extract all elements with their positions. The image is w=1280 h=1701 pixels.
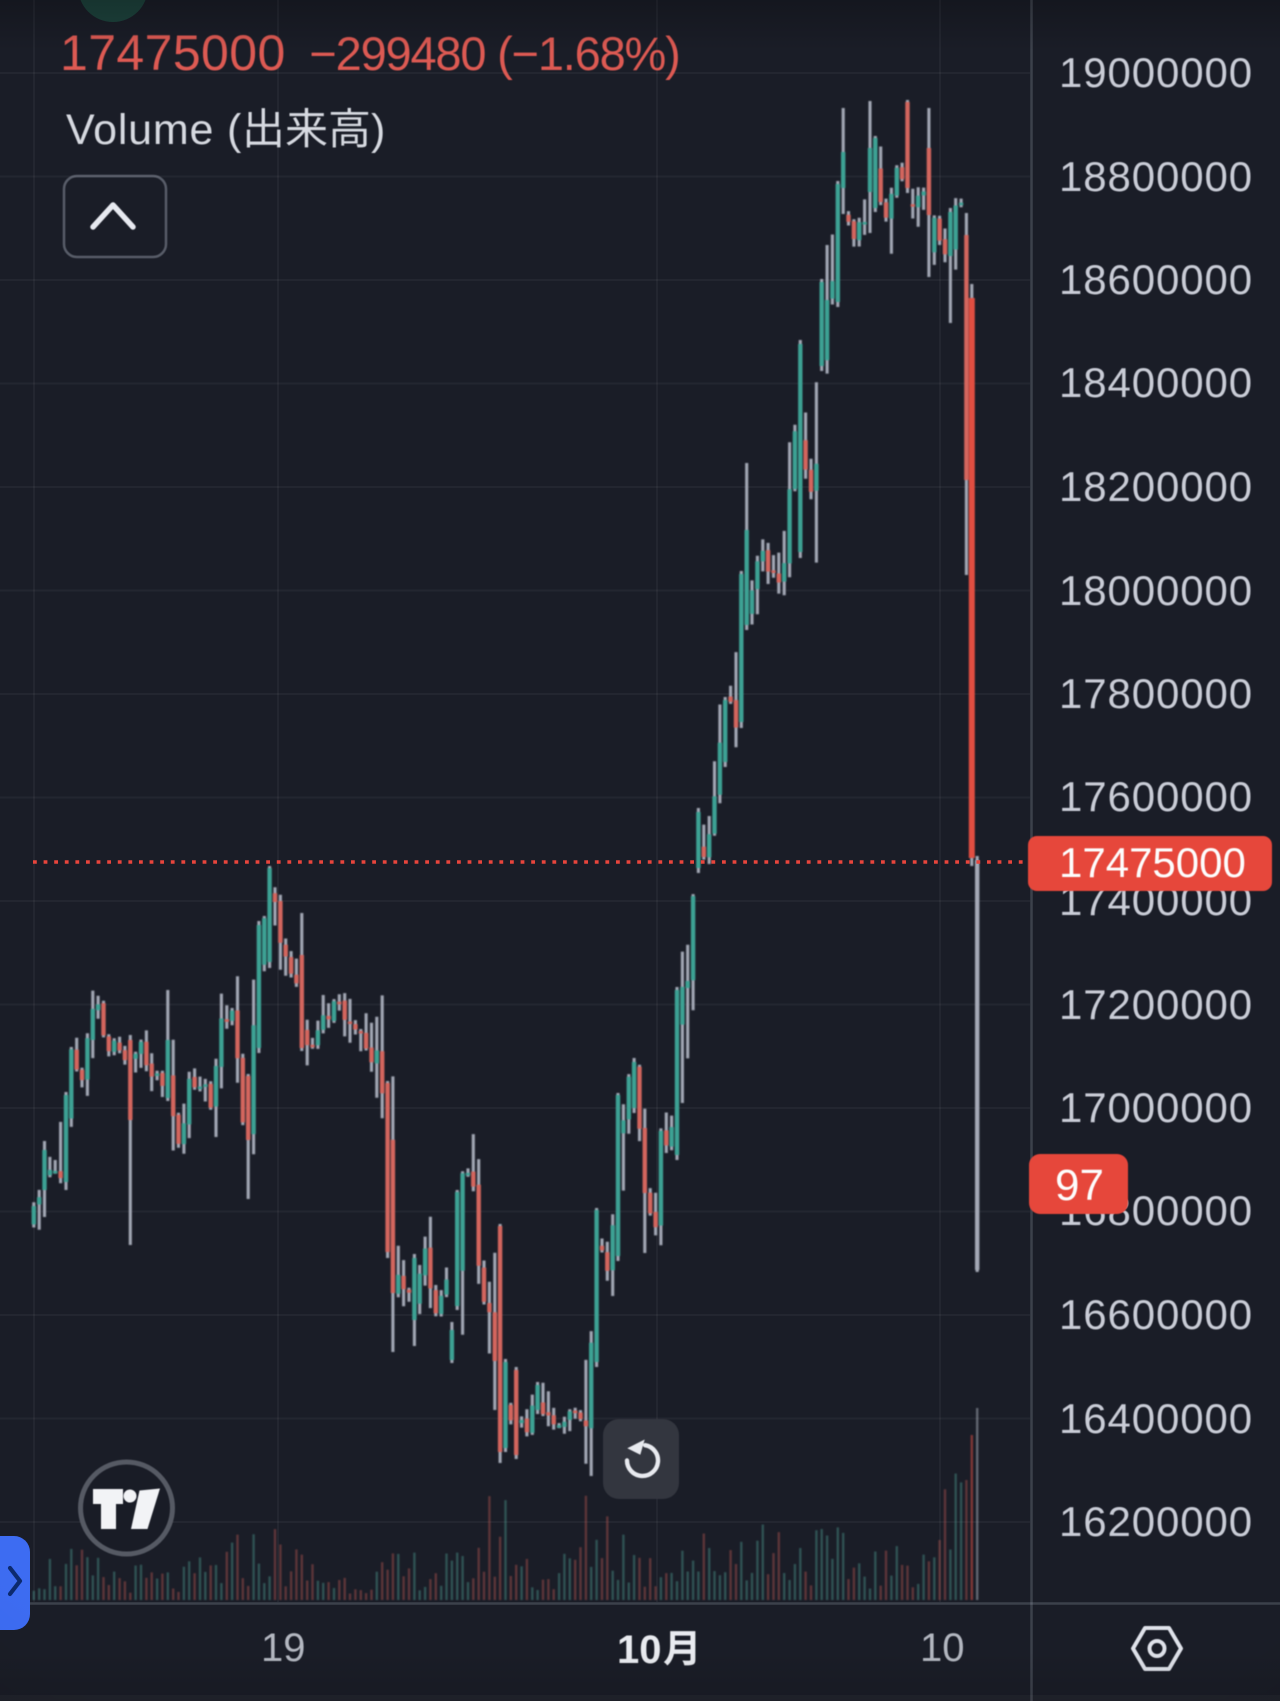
svg-text:97: 97 xyxy=(1055,1161,1104,1210)
svg-text:Volume (: Volume ( xyxy=(66,106,242,154)
svg-text:17475000: 17475000 xyxy=(1059,839,1246,886)
svg-text:): ) xyxy=(371,106,385,154)
